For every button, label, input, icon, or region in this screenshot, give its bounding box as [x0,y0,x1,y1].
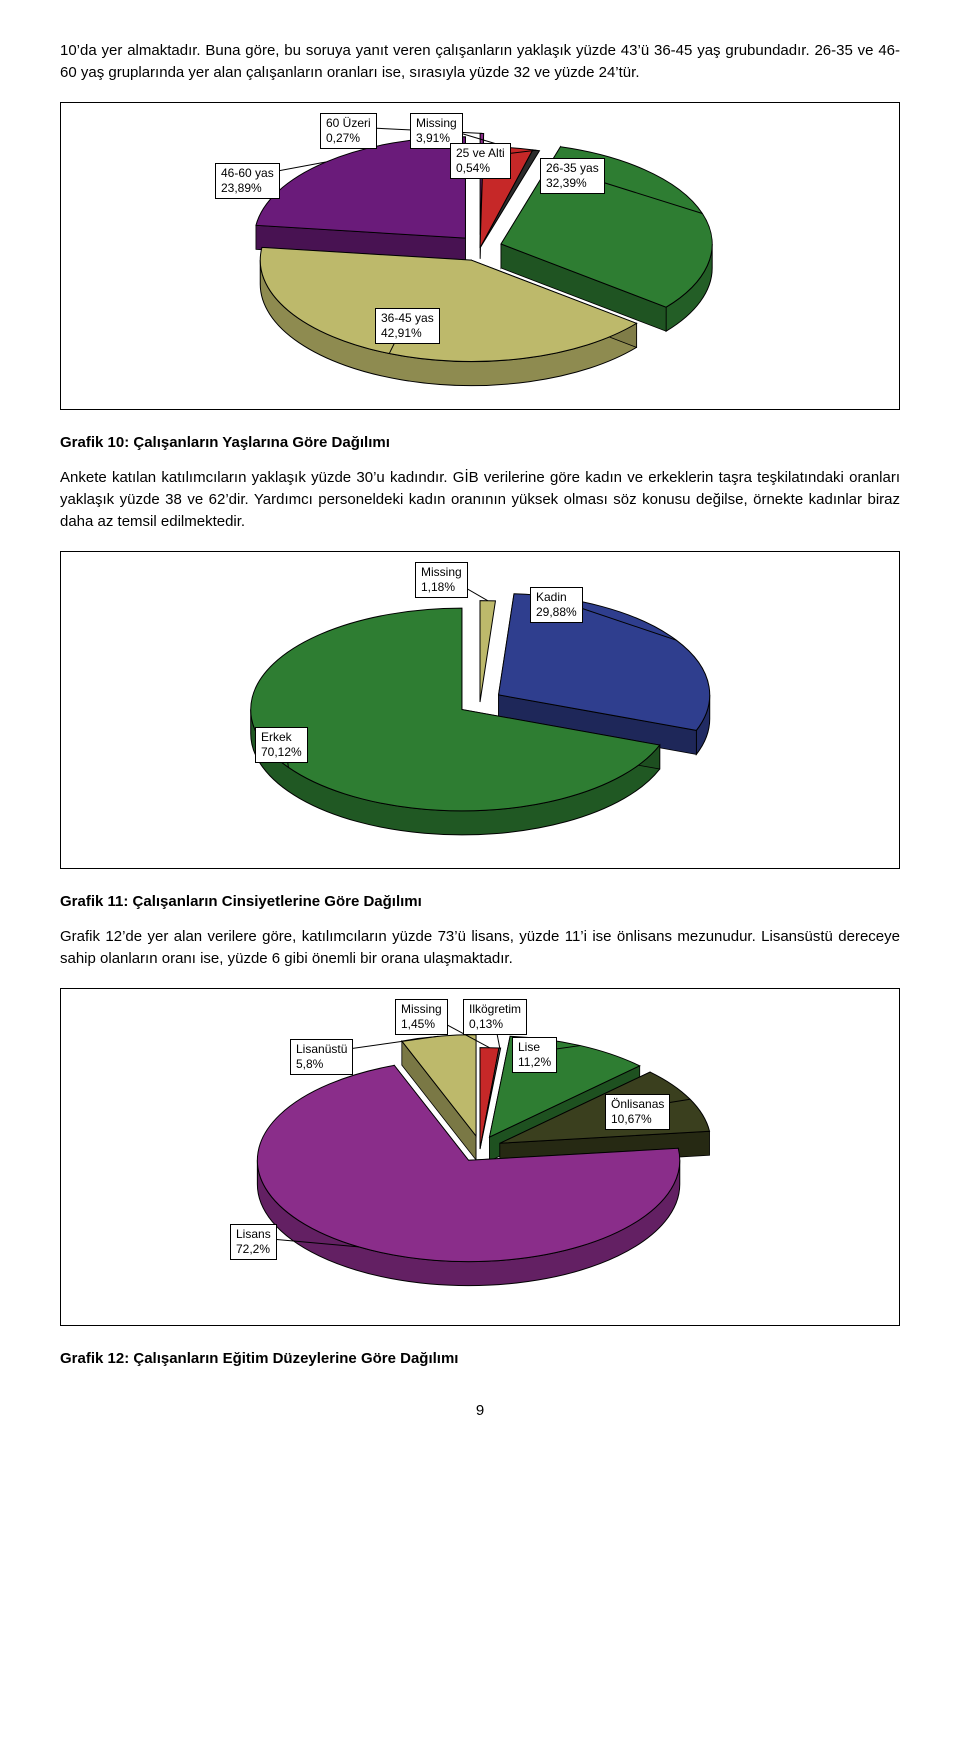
paragraph-2: Ankete katılan katılımcıların yaklaşık y… [60,467,900,532]
chart-slice-label: Erkek70,12% [255,727,308,763]
chart-education: Missing1,45% Ilkögretim0,13%Lise11,2% Önli… [60,988,900,1326]
chart-slice-label: Kadin29,88% [530,587,583,623]
chart-slice-label: 26-35 yas32,39% [540,158,605,194]
chart-slice-label: Ilkögretim0,13% [463,999,527,1035]
chart-gender: Missing1,18% Kadin29,88% Erkek70,12% [60,551,900,869]
chart-slice-label: Missing1,18% [415,562,468,598]
chart-education-canvas: Missing1,45% Ilkögretim0,13%Lise11,2% Önli… [160,999,800,1319]
chart-slice-label: 36-45 yas42,91% [375,308,440,344]
chart-age: 60 Üzeri0,27%Missing3,91%25 ve Alti0,54%… [60,102,900,410]
chart-slice-label: Önlisanas10,67% [605,1094,670,1130]
chart-age-canvas: 60 Üzeri0,27%Missing3,91%25 ve Alti0,54%… [160,113,800,403]
chart-slice-label: Lisans72,2% [230,1224,277,1260]
chart-education-title: Grafik 12: Çalışanların Eğitim Düzeyleri… [60,1348,900,1370]
chart-gender-canvas: Missing1,18% Kadin29,88% Erkek70,12% [160,562,800,862]
chart-slice-label: Missing1,45% [395,999,448,1035]
chart-slice-label: Lisanüstü5,8% [290,1039,353,1075]
chart-age-title: Grafik 10: Çalışanların Yaşlarına Göre D… [60,432,900,454]
chart-slice-label: 25 ve Alti0,54% [450,143,511,179]
page-number: 9 [60,1400,900,1422]
chart-gender-title: Grafik 11: Çalışanların Cinsiyetlerine G… [60,891,900,913]
chart-slice-label: Lise11,2% [512,1037,557,1073]
paragraph-1: 10’da yer almaktadır. Buna göre, bu soru… [60,40,900,84]
chart-slice-label: 46-60 yas23,89% [215,163,280,199]
chart-slice-label: 60 Üzeri0,27% [320,113,377,149]
paragraph-3: Grafik 12’de yer alan verilere göre, kat… [60,926,900,970]
